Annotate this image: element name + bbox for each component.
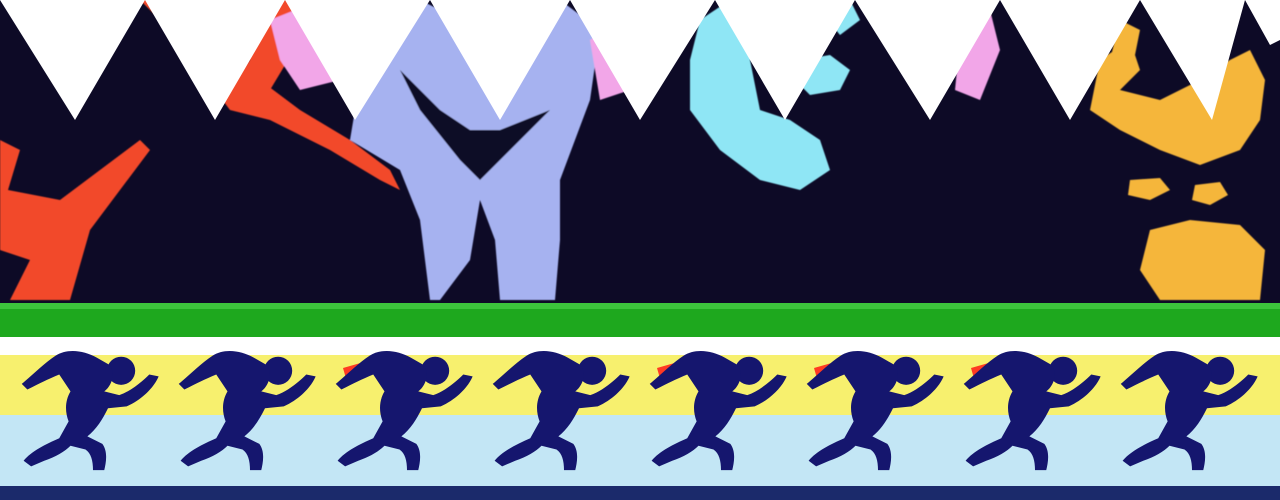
bottom-line [0, 486, 1280, 500]
pink-shape-3 [955, 10, 1000, 100]
gold-shape-eye-right [1192, 182, 1228, 205]
zigzag-edge [0, 0, 1280, 120]
gold-shape-eye-left [1128, 178, 1170, 200]
cyan-shape-main [690, 0, 830, 190]
red-shape-left [0, 140, 150, 300]
lavender-dark-cutout [400, 70, 580, 180]
gold-shape-body [1140, 220, 1265, 300]
runners-row [21, 350, 1258, 471]
white-gap [0, 337, 1280, 355]
grass-highlight [0, 303, 1280, 309]
